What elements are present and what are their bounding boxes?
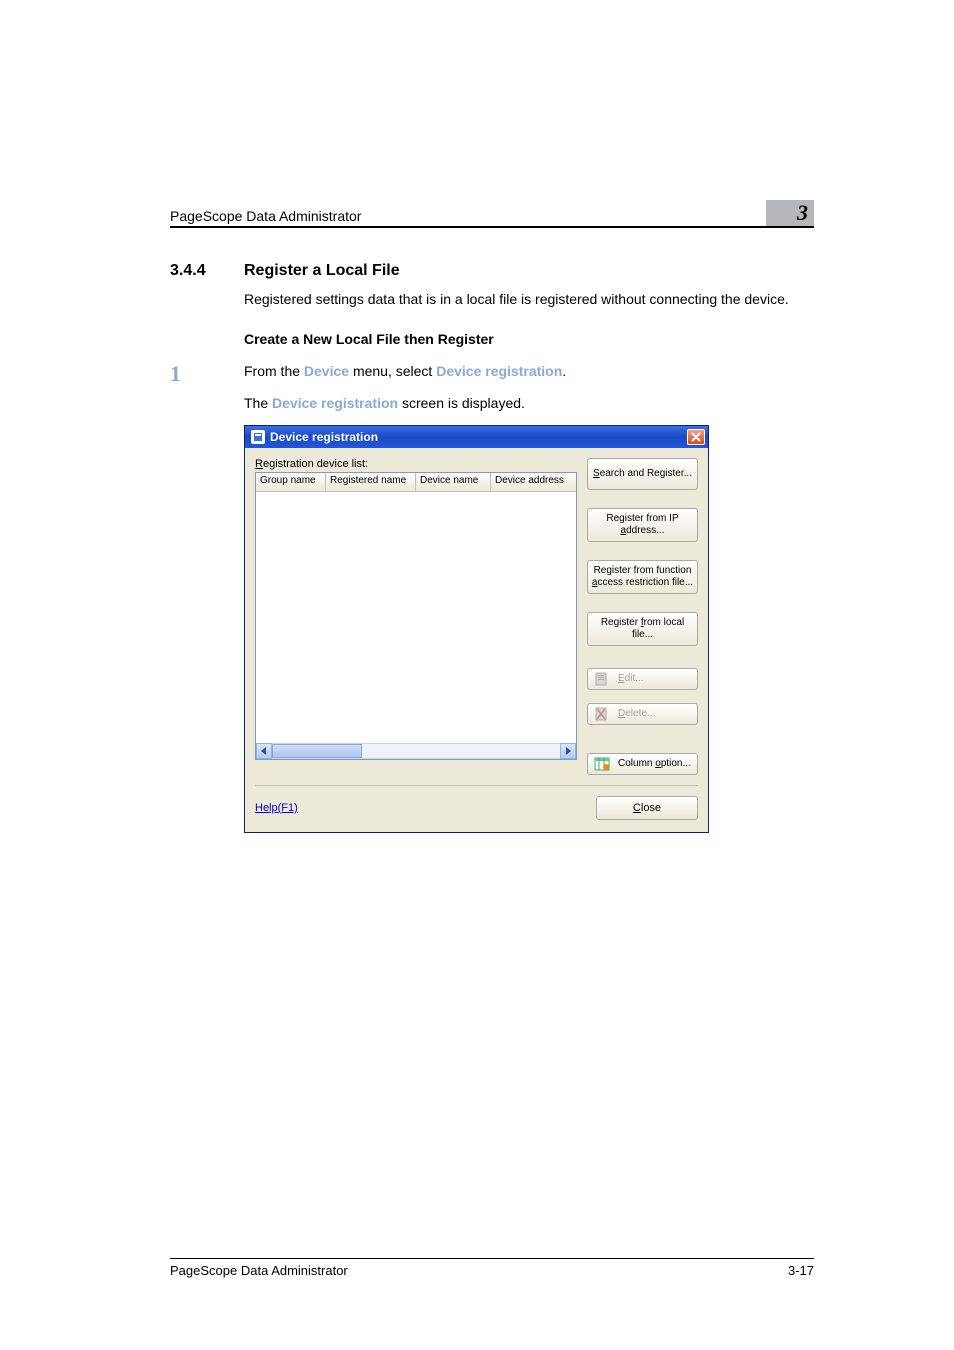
col-address[interactable]: Device address	[491, 473, 576, 491]
window-icon	[251, 430, 265, 444]
close-button[interactable]: Close	[596, 796, 698, 820]
search-register-button[interactable]: Search and Register...	[587, 458, 698, 490]
delete-icon	[594, 706, 610, 722]
horizontal-scrollbar[interactable]	[256, 743, 576, 759]
dialog-title: Device registration	[270, 430, 378, 444]
list-label: Registration device list:	[255, 458, 577, 470]
help-link[interactable]: Help(F1)	[255, 802, 298, 814]
scroll-track[interactable]	[272, 743, 560, 759]
column-option-button[interactable]: Column option...	[587, 753, 698, 775]
edit-button: Edit...	[587, 668, 698, 690]
chapter-number: 3	[766, 200, 814, 226]
device-list[interactable]: Group name Registered name Device name D…	[255, 472, 577, 760]
scroll-thumb[interactable]	[272, 744, 362, 758]
column-option-icon	[594, 756, 610, 772]
list-rows	[256, 492, 576, 743]
col-registered[interactable]: Registered name	[326, 473, 416, 491]
step-subtext: The Device registration screen is displa…	[244, 395, 814, 411]
section-heading: 3.4.4 Register a Local File	[170, 262, 814, 280]
register-local-file-button[interactable]: Register from local file...	[587, 612, 698, 646]
page-header: PageScope Data Administrator 3	[170, 200, 814, 228]
step-text: From the Device menu, select Device regi…	[244, 363, 814, 385]
section-body: Registered settings data that is in a lo…	[244, 290, 814, 309]
sub-heading: Create a New Local File then Register	[244, 331, 814, 347]
device-registration-dialog: Device registration Registration device …	[244, 425, 709, 833]
edit-icon	[594, 671, 610, 687]
dialog-titlebar[interactable]: Device registration	[245, 426, 708, 448]
col-device[interactable]: Device name	[416, 473, 491, 491]
scroll-right-icon[interactable]	[560, 743, 576, 759]
list-header[interactable]: Group name Registered name Device name D…	[256, 473, 576, 492]
close-icon[interactable]	[687, 429, 705, 445]
footer-left: PageScope Data Administrator	[170, 1263, 348, 1278]
header-title: PageScope Data Administrator	[170, 208, 361, 224]
col-group[interactable]: Group name	[256, 473, 326, 491]
step-number: 1	[170, 363, 244, 385]
scroll-left-icon[interactable]	[256, 743, 272, 759]
section-title: Register a Local File	[244, 262, 400, 280]
delete-button: Delete...	[587, 703, 698, 725]
section-number: 3.4.4	[170, 262, 244, 280]
footer-right: 3-17	[788, 1263, 814, 1278]
register-ip-button[interactable]: Register from IPaddress...	[587, 508, 698, 542]
register-function-button[interactable]: Register from functionaccess restriction…	[587, 560, 698, 594]
step-1: 1 From the Device menu, select Device re…	[170, 363, 814, 385]
page-footer: PageScope Data Administrator 3-17	[170, 1258, 814, 1278]
